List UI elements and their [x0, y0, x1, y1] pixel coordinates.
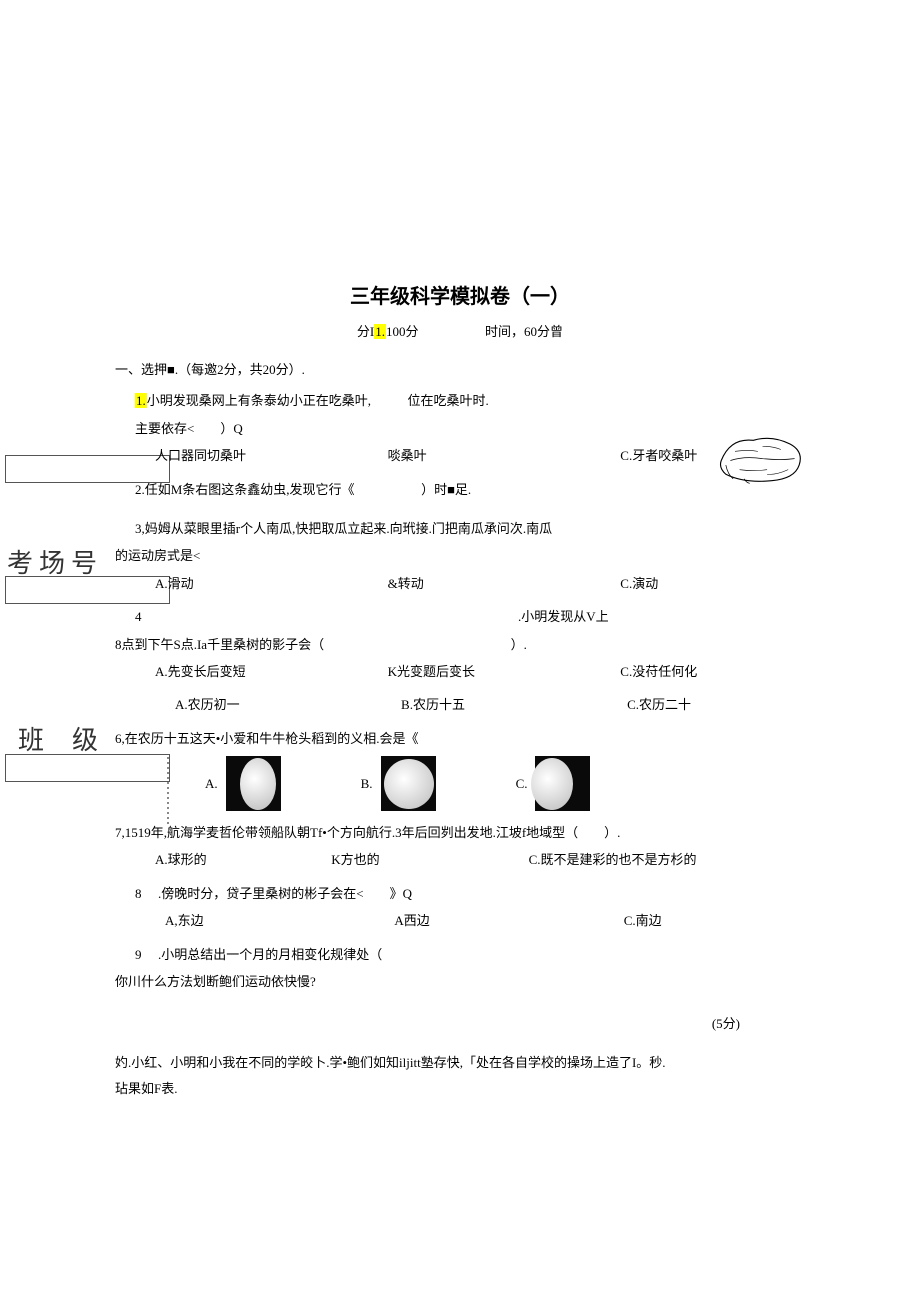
time-label: 时间， [485, 324, 524, 339]
exam-title: 三年级科学模拟卷（一） [0, 280, 920, 309]
last-block: 妁.小红、小明和小我在不同的学皎卜.学•鲍们如知iljitt塾存快,「处在各自学… [0, 1050, 920, 1102]
meta-line: 分I1.100分 时间，60分曾 [0, 321, 920, 340]
q3-opt-a: A.滑动 [155, 572, 388, 595]
q3-opt-b: &转动 [388, 572, 621, 595]
q7-options: A.球形的 K方也的 C.既不是建彩的也不是方杉的 [155, 848, 860, 871]
score-label: 分I [357, 324, 374, 339]
section-1-head: 一、选押■.（每邀2分，共20分）. [115, 358, 860, 381]
q8-opt-c: C.南边 [624, 909, 853, 932]
moon-c: C. [516, 756, 591, 811]
content: 一、选押■.（每邀2分，共20分）. 1.小明发现桑网上有条泰幼小正在吃桑叶, … [0, 358, 920, 993]
q8-opt-b: A西边 [394, 909, 623, 932]
q4-tail: ）. [511, 637, 527, 652]
q4-line1: 4 .小明发现从V上 [135, 605, 860, 628]
q5-opt-c: C.农历二十 [627, 693, 853, 716]
ruler-mark [167, 756, 169, 824]
q3-line2: 的运动房式是< [115, 544, 860, 567]
moon-a: A. [205, 756, 281, 811]
q4-opt-a: A.先变长后变短 [155, 660, 388, 683]
q1-text2: 位在吃桑叶时. [408, 393, 489, 408]
q5-opt-b: B.农历十五 [401, 693, 627, 716]
q4-text2: 8点到下午S点.Ia千里桑树的影子会（ [115, 637, 324, 652]
moon-a-label: A. [205, 772, 218, 795]
q4-opt-b: K光变题后变长 [388, 660, 621, 683]
moon-b-label: B. [361, 772, 373, 795]
q2-tail: ）时■足. [421, 482, 471, 497]
q3-options: A.滑动 &转动 C.演动 [155, 572, 860, 595]
q9-num: 9 [135, 947, 142, 962]
q7-line: 7,1519年,航海学麦哲伦带领船队朝Tf•个方向航行.3年后回刿出发地.江坡f… [115, 821, 860, 844]
q4-text1: .小明发现从V上 [518, 609, 609, 624]
score-suffix: 100分 [386, 324, 419, 339]
moon-b-img [381, 756, 436, 811]
q8-num: 8 [135, 886, 142, 901]
q1-opt-a: 人口器同切桑叶 [155, 444, 388, 467]
q8-opt-a: A,东边 [165, 909, 394, 932]
q1-text1: 小明发现桑网上有条泰幼小正在吃桑叶, [147, 393, 371, 408]
score-hl: 1. [374, 324, 386, 339]
q6-line: 6,在农历十五这天•小爱和牛牛枪头稻到的义相.会是《 [115, 727, 860, 750]
moon-c-label: C. [516, 772, 528, 795]
q1-line1: 1.小明发现桑网上有条泰幼小正在吃桑叶, 位在吃桑叶时. [135, 389, 860, 412]
q7-opt-b: K方也的 [331, 848, 528, 871]
leaf-illustration [715, 433, 810, 488]
q8-options: A,东边 A西边 C.南边 [165, 909, 860, 932]
q1-opt-b: 啖桑叶 [388, 444, 621, 467]
q4-options: A.先变长后变短 K光变题后变长 C.没苻任何化 [155, 660, 860, 683]
q8-text: .傍晚时分，贷子里桑树的彬子会在< 》Q [158, 886, 412, 901]
q4-opt-c: C.没苻任何化 [620, 660, 853, 683]
para1: 妁.小红、小明和小我在不同的学皎卜.学•鲍们如知iljitt塾存快,「处在各自学… [115, 1050, 860, 1076]
q5-opt-a: A.农历初一 [175, 693, 401, 716]
time-value: 60分曾 [524, 324, 563, 339]
q8-line: 8 .傍晚时分，贷子里桑树的彬子会在< 》Q [135, 882, 860, 905]
q9b-line: 你川什么方法划断鲍们运动依快慢? [115, 970, 860, 993]
q7-opt-c: C.既不是建彩的也不是方杉的 [529, 848, 846, 871]
q4-line2: 8点到下午S点.Ia千里桑树的影子会（ ）. [115, 633, 860, 656]
score-5: (5分) [0, 1013, 920, 1032]
q9-line: 9 .小明总结出一个月的月相变化规律处（ [135, 943, 860, 966]
q1-num: 1. [135, 393, 147, 408]
moon-c-img [535, 756, 590, 811]
q2-text: 2.任如M条右图这条鑫幼虫,发现它行《 [135, 482, 355, 497]
q4-num: 4 [135, 609, 142, 624]
q3-opt-c: C.演动 [620, 572, 853, 595]
q9-text: .小明总结出一个月的月相变化规律处（ [158, 947, 382, 962]
q3-line1: 3,妈姆从菜眼里插r个人南瓜,快把取瓜立起来.向玳接.门把南瓜承问次.南瓜 [135, 517, 860, 540]
page: 三年级科学模拟卷（一） 分I1.100分 时间，60分曾 一、选押■.（每邀2分… [0, 280, 920, 1102]
q7-opt-a: A.球形的 [155, 848, 331, 871]
q5-options: A.农历初一 B.农历十五 C.农历二十 [175, 693, 860, 716]
moon-row: A. B. C. [205, 756, 860, 811]
moon-b: B. [361, 756, 436, 811]
para2: 玷果如F表. [115, 1076, 860, 1102]
moon-a-img [226, 756, 281, 811]
